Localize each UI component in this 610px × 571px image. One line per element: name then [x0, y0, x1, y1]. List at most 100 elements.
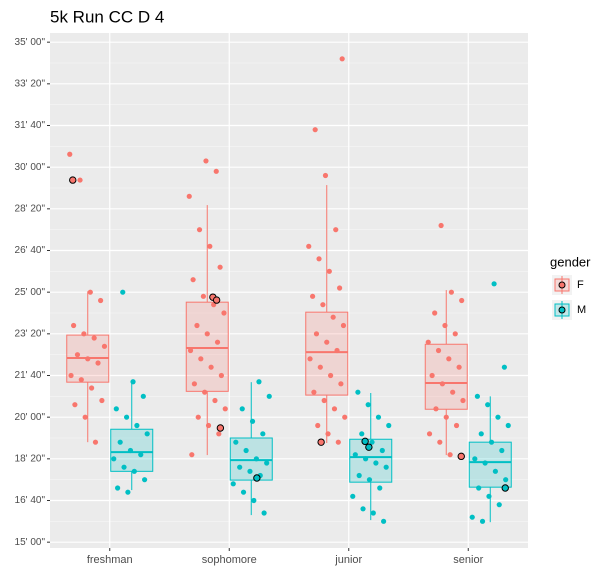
data-point [120, 289, 126, 295]
data-point [386, 422, 392, 429]
data-point [330, 314, 336, 320]
outlier [361, 437, 369, 446]
y-tick-label: 23' 20" [15, 328, 46, 339]
data-point [191, 381, 197, 387]
data-point [439, 381, 445, 387]
data-point [306, 243, 312, 249]
data-point [447, 452, 453, 458]
data-point [352, 452, 358, 458]
data-point [375, 414, 382, 420]
data-point [207, 243, 213, 249]
data-point [101, 343, 108, 349]
data-point [142, 477, 148, 483]
data-point [442, 322, 448, 329]
data-point [131, 468, 137, 474]
data-point [196, 227, 203, 233]
data-point [315, 422, 321, 429]
data-point [233, 439, 239, 445]
data-point [189, 452, 195, 458]
data-point [217, 264, 223, 270]
data-point [130, 379, 136, 385]
data-point [99, 397, 105, 404]
data-point [366, 477, 373, 483]
data-point [479, 518, 486, 524]
y-tick-label: 26' 40" [15, 245, 46, 256]
plot-background [50, 33, 528, 548]
y-tick-label: 16' 40" [15, 495, 46, 506]
data-point [68, 372, 74, 379]
data-point [356, 472, 362, 479]
data-point [200, 293, 206, 299]
data-point [72, 402, 78, 408]
data-point [208, 364, 214, 370]
data-point [111, 456, 117, 462]
data-point [264, 460, 270, 466]
data-point [496, 502, 502, 508]
data-point [363, 456, 369, 462]
data-point [476, 485, 482, 491]
data-point [485, 402, 491, 408]
data-point [266, 393, 272, 399]
data-point [213, 168, 219, 174]
data-point [95, 360, 101, 366]
data-point [326, 268, 332, 274]
data-point [492, 468, 498, 474]
data-point [488, 439, 495, 445]
data-point [425, 339, 431, 345]
data-point [499, 447, 505, 454]
data-point [321, 397, 327, 404]
data-point [214, 339, 221, 345]
data-point [505, 422, 511, 429]
data-point [256, 379, 262, 385]
data-point [202, 389, 208, 395]
data-point [87, 289, 93, 295]
data-point [187, 347, 194, 354]
data-point [495, 414, 501, 420]
data-point [144, 431, 150, 437]
data-point [450, 389, 456, 395]
legend-title: gender [550, 254, 591, 269]
data-point [98, 297, 104, 304]
data-point [190, 277, 196, 283]
legend-item: M [552, 300, 586, 320]
data-point [379, 447, 385, 454]
data-point [78, 377, 84, 383]
data-point [331, 406, 338, 412]
data-point [85, 356, 91, 362]
data-point [478, 431, 484, 437]
data-point [355, 389, 361, 395]
data-point [435, 347, 442, 354]
data-point [328, 372, 334, 379]
data-point [438, 222, 444, 229]
data-point [429, 372, 435, 379]
data-point [194, 322, 200, 329]
data-point [249, 418, 256, 424]
data-point [469, 514, 475, 520]
data-point [359, 431, 365, 437]
data-point [113, 406, 119, 412]
y-tick-label: 25' 00" [15, 287, 46, 298]
data-point [377, 485, 383, 491]
legend-label: M [577, 304, 586, 316]
data-point [221, 310, 227, 316]
data-point [307, 356, 313, 362]
data-point [342, 414, 348, 420]
y-tick-label: 21' 40" [15, 370, 46, 381]
data-point [243, 447, 249, 454]
data-point [459, 297, 465, 304]
data-point [432, 310, 438, 316]
data-point [365, 402, 371, 408]
x-tick-label: junior [334, 554, 362, 566]
data-point [456, 364, 462, 370]
y-tick-label: 20' 00" [15, 412, 46, 423]
data-point [203, 158, 209, 164]
x-tick-label: sophomore [202, 554, 257, 566]
y-tick-label: 30' 00" [15, 162, 46, 173]
data-point [317, 364, 323, 370]
data-point [335, 439, 341, 445]
data-point [333, 227, 339, 233]
outlier [365, 443, 373, 451]
data-point [448, 289, 454, 295]
data-point [310, 293, 316, 299]
data-point [437, 439, 443, 445]
